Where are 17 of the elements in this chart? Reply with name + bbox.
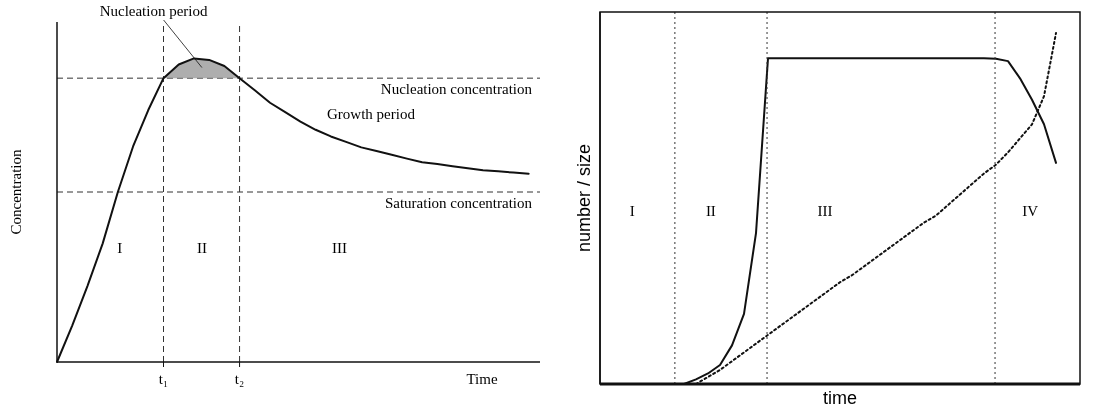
y-axis-title: Concentration — [8, 149, 24, 235]
annotation: Growth period — [327, 106, 416, 123]
text: Nucleation period — [99, 3, 209, 19]
x-tick-label: t₁ — [158, 371, 169, 387]
x-axis-title: time — [822, 388, 858, 408]
y-axis-title: number / size — [574, 143, 594, 253]
ref-line-label: Saturation concentration — [384, 195, 533, 211]
annotation: I — [629, 202, 635, 219]
annotation: II — [705, 202, 716, 219]
annotation: I — [117, 239, 123, 256]
ref-line-label: Nucleation concentration — [380, 81, 533, 98]
annotation: III — [817, 202, 833, 219]
annotation: IV — [1022, 202, 1039, 219]
x-axis-title: Time — [466, 371, 498, 387]
x-tick-label: t₂ — [234, 371, 245, 387]
annotation: III — [332, 239, 348, 256]
annotation: II — [196, 239, 207, 256]
